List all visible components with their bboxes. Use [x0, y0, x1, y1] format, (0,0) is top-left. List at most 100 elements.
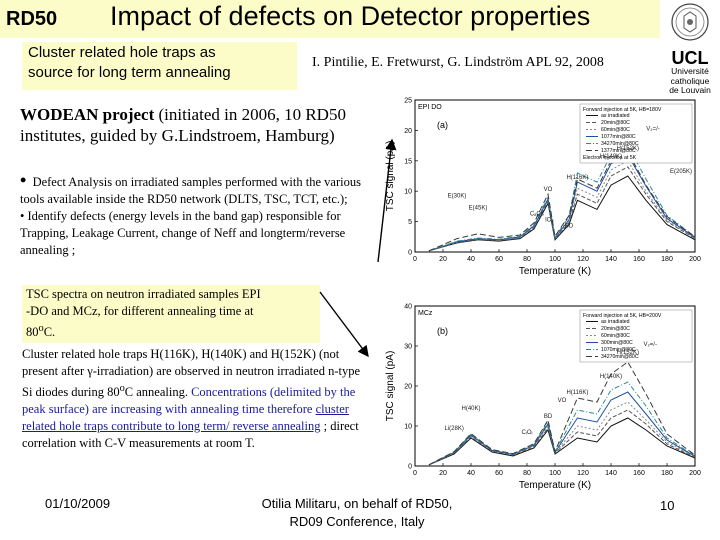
title-bar [0, 0, 660, 38]
peak-annotation: VO [558, 398, 567, 404]
legend-entry: 34270min@80C [601, 354, 639, 360]
legend-footer: Electron injection at 5K [583, 155, 637, 161]
chart-panel-b: MCz (b) 0 20 40 60 80 100 120 140 160 180 200 0 10 20 30… [385, 304, 701, 492]
bullet-list: • Defect Analysis on irradiated samples … [20, 170, 365, 259]
tsc-note-line-2: -DO and MCz, for different annealing tim… [26, 304, 254, 318]
bullet-text-2: Identify defects (energy levels in the b… [20, 209, 346, 257]
x-tick-label: 40 [467, 256, 475, 263]
x-tick-label: 0 [413, 256, 417, 263]
ucl-logo: UCL Université catholique de Louvain [664, 2, 716, 100]
y-tick-label: 10 [404, 189, 412, 196]
legend-entry: 1377min@80C [601, 148, 636, 154]
x-tick-label: 100 [549, 470, 561, 477]
legend-entry: 300min@80C [601, 340, 633, 346]
peak-annotation: BD [544, 414, 553, 420]
ucl-name-line-3: de Louvain [669, 85, 711, 95]
panel-label: (a) [437, 120, 448, 130]
series-line [428, 175, 696, 252]
footer-presenter-line-2: RD09 Conference, Italy [289, 514, 425, 529]
legend-header: Forward injection at 5K, HB=200V [583, 313, 662, 319]
peak-annotation: E(205K) [670, 169, 692, 175]
x-tick-label: 180 [661, 470, 673, 477]
x-tick-label: 200 [689, 470, 701, 477]
y-tick-label: 5 [408, 219, 412, 226]
legend-entry: 60min@80C [601, 333, 630, 339]
degree-sup: o [38, 323, 44, 334]
wodean-project-label: WODEAN project [20, 105, 155, 124]
legend-entry: 1077min@80C [601, 134, 636, 140]
y-tick-label: 40 [404, 304, 412, 311]
x-tick-label: 60 [495, 470, 503, 477]
x-tick-label: 0 [413, 470, 417, 477]
legend-entry: 20min@80C [601, 120, 630, 126]
y-axis-label: TSC signal (pA) [385, 141, 396, 212]
peak-annotation: E(30K) [448, 193, 467, 199]
panel-label: (b) [437, 326, 448, 336]
x-axis-label: Temperature (K) [519, 480, 591, 491]
page-number: 10 [660, 498, 675, 513]
peak-annotation: V₂=/- [643, 342, 657, 348]
peak-annotation: H(40K) [461, 406, 480, 412]
peak-annotation: H(140K) [600, 374, 622, 380]
peak-annotation: H(116K) [566, 175, 588, 181]
footer-date: 01/10/2009 [45, 496, 111, 511]
ucl-name-line-2: catholique [670, 75, 710, 86]
bullet-marker: • [20, 209, 25, 223]
legend-entry: 60min@80C [601, 127, 630, 133]
chart-panel-a: EPI DO (a) 0 20 40 60 80 100 120 140 160 180 200 0 5 10… [385, 98, 701, 278]
subtitle-line-2: source for long term annealing [28, 64, 231, 81]
peak-annotation: CₐCs [530, 212, 544, 218]
ucl-full-name: Université catholique de Louvain [664, 66, 716, 96]
x-tick-label: 80 [523, 470, 531, 477]
peak-annotation: E(45K) [469, 205, 488, 211]
legend-header: Forward injection at 5K, HB=180V [583, 107, 662, 113]
bullet-marker: • [20, 170, 27, 190]
university-seal-icon [671, 3, 709, 41]
x-tick-label: 100 [549, 256, 561, 263]
tsc-charts: EPI DO (a) 0 20 40 60 80 100 120 140 160 180 200 0 5 10… [385, 98, 701, 492]
subtitle-box: Cluster related hole traps as source for… [22, 42, 297, 90]
tsc-note-line-1: TSC spectra on neutron irradiated sample… [26, 287, 261, 301]
peak-annotation: V₂=/- [646, 126, 660, 132]
tsc-temp-value: 80 [26, 325, 39, 340]
legend-entry: as irradiated [601, 113, 630, 119]
x-tick-label: 20 [439, 256, 447, 263]
bullet-item-1: • Defect Analysis on irradiated samples … [20, 170, 365, 208]
cluster-conclusion-link[interactable]: cluster related hole traps contribute to… [22, 402, 349, 434]
x-tick-label: 20 [439, 470, 447, 477]
x-tick-label: 120 [577, 470, 589, 477]
y-tick-label: 10 [404, 424, 412, 431]
cluster-text-1-end: C annealing. [124, 385, 188, 400]
x-tick-label: 80 [523, 256, 531, 263]
bullet-item-2: • Identify defects (energy levels in the… [20, 208, 365, 259]
peak-annotation: H(152K) [617, 350, 639, 356]
peak-annotation: Li(28K) [445, 426, 464, 432]
x-tick-label: 160 [633, 256, 645, 263]
tsc-note-box: TSC spectra on neutron irradiated sample… [22, 285, 320, 343]
x-tick-label: 40 [467, 470, 475, 477]
legend-box [579, 103, 693, 164]
reference-citation: I. Pintilie, E. Fretwurst, G. Lindström … [312, 55, 604, 70]
cluster-paragraph: Cluster related hole traps H(116K), H(14… [22, 346, 372, 452]
y-tick-label: 20 [404, 128, 412, 135]
peak-annotation: VO [544, 187, 553, 193]
cluster-correlation-text: ; direct correlation with C-V measuremen… [22, 419, 359, 451]
x-axis-label: Temperature (K) [519, 266, 591, 277]
legend-entry: 34270min@80C [601, 141, 639, 147]
degree-sup: o [119, 383, 125, 394]
y-tick-label: 25 [404, 98, 412, 105]
series-line [428, 361, 696, 466]
slide-title: Impact of defects on Detector properties [110, 1, 591, 31]
peak-annotation: CᵢOᵢ [522, 430, 533, 436]
legend-entry: 20min@80C [601, 326, 630, 332]
wodean-description: (initiated in 2006, 10 RD50 institutes, … [20, 105, 346, 145]
peak-annotation: BD [565, 224, 574, 230]
x-tick-label: 160 [633, 470, 645, 477]
tsc-note-line-3: 80oC. [26, 320, 316, 341]
tsc-temp-unit: C. [43, 325, 56, 340]
y-tick-label: 20 [404, 384, 412, 391]
x-tick-label: 140 [605, 256, 617, 263]
peak-annotation: H(140K) [600, 154, 622, 160]
cluster-concentration-text: Concentrations (delimited by the peak su… [22, 385, 356, 417]
panel-tag: EPI DO [418, 104, 442, 111]
